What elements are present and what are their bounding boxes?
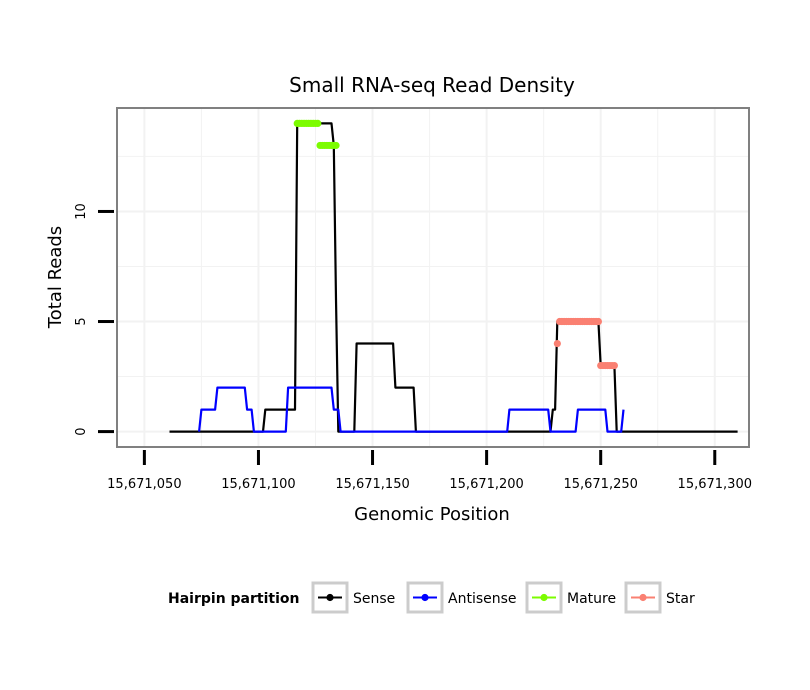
x-tick-label: 15,671,050 [107,477,181,492]
data-point-star [594,317,603,326]
x-axis-title: Genomic Position [354,504,510,525]
legend-label-sense: Sense [353,591,395,607]
legend-entry-mature: Mature [525,581,616,614]
y-axis-title: Total Reads [45,226,66,329]
data-point-mature [332,141,340,150]
x-tick-label: 15,671,250 [563,477,637,492]
x-tick-label: 15,671,200 [449,477,523,492]
y-tick-label: 5 [74,317,89,325]
legend-title: Hairpin partition [168,591,299,607]
legend: Hairpin partition Sense Antisense Mature St… [168,581,695,614]
y-axis: 0 5 10 [74,203,114,436]
legend-label-star: Star [666,591,695,607]
legend-key-point-sense [326,593,334,602]
chart-title: Small RNA-seq Read Density [289,73,575,97]
legend-label-antisense: Antisense [448,591,517,607]
series-line-antisense [198,386,625,433]
legend-key-point-star [639,593,647,602]
series-layer [169,119,738,433]
x-tick-label: 15,671,300 [678,477,752,492]
data-point-star [610,361,618,370]
legend-entry-sense: Sense [311,581,395,614]
plot-background [117,108,749,447]
y-tick-label: 0 [74,427,89,435]
plot-border [116,107,750,448]
data-point-mature [314,119,322,128]
y-tick-label: 10 [74,203,89,220]
x-axis: 15,671,050 15,671,100 15,671,150 15,671,200… [107,450,752,492]
legend-key-point-antisense [421,593,429,602]
legend-entry-star: Star [624,581,695,614]
legend-key-point-mature [540,593,548,602]
x-tick-label: 15,671,100 [221,477,295,492]
data-point-star [553,339,561,348]
x-tick-label: 15,671,150 [335,477,409,492]
legend-label-mature: Mature [567,591,616,607]
legend-entry-antisense: Antisense [406,581,517,614]
